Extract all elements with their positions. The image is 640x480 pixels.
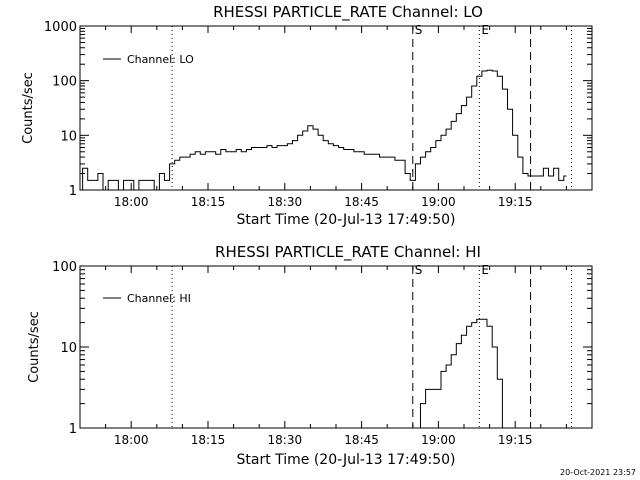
x-tick-group: 18:00 18:15 18:30 18:45 19:00 19:15 (79, 26, 567, 209)
footer-timestamp: 20-Oct-2021 23:57 (560, 468, 636, 477)
y-tick-label: 1000 (44, 20, 77, 35)
y-axis-label: Counts/sec (27, 311, 42, 383)
legend-label: Channel: LO (127, 53, 194, 66)
chart-title: RHESSI PARTICLE_RATE Channel: LO (213, 3, 483, 22)
x-tick-label: 19:00 (421, 433, 456, 447)
chart-panel-hi: RHESSI PARTICLE_RATE Channel: HI Counts/… (27, 243, 593, 468)
y-tick-group: 1 10 100 1000 (44, 20, 592, 199)
chart-panel-lo: RHESSI PARTICLE_RATE Channel: LO Counts/… (21, 3, 593, 228)
marker-label: E (481, 263, 489, 277)
series-line (80, 69, 567, 191)
y-tick-label: 100 (52, 260, 77, 275)
x-tick-label: 19:15 (498, 195, 533, 209)
marker-label: S (415, 263, 423, 277)
legend: Channel: HI (103, 292, 191, 305)
x-tick-label: 18:30 (268, 195, 303, 209)
x-axis-label: Start Time (20-Jul-13 17:49:50) (236, 212, 455, 228)
y-tick-label: 1 (69, 422, 77, 437)
legend: Channel: LO (103, 53, 194, 66)
plot-frame (79, 265, 593, 429)
plot-frame (79, 25, 593, 191)
x-tick-label: 18:30 (268, 433, 303, 447)
x-tick-label: 18:00 (114, 195, 149, 209)
marker-label: E (481, 23, 489, 37)
chart-title: RHESSI PARTICLE_RATE Channel: HI (215, 243, 481, 262)
x-tick-label: 18:45 (344, 195, 379, 209)
x-tick-group: 18:00 18:15 18:30 18:45 19:00 19:15 (79, 266, 567, 447)
y-tick-label: 10 (60, 129, 77, 144)
x-tick-label: 19:00 (421, 195, 456, 209)
y-tick-group: 1 10 100 (52, 260, 592, 437)
y-axis-label: Counts/sec (21, 72, 36, 144)
y-tick-label: 10 (60, 341, 77, 356)
series-group (417, 318, 505, 429)
x-tick-label: 18:15 (191, 433, 226, 447)
x-axis-label: Start Time (20-Jul-13 17:49:50) (236, 452, 455, 468)
x-tick-label: 18:00 (114, 433, 149, 447)
legend-label: Channel: HI (127, 292, 191, 305)
y-tick-label: 1 (69, 184, 77, 199)
x-tick-label: 18:45 (344, 433, 379, 447)
marker-label: S (415, 23, 423, 37)
y-tick-label: 100 (52, 75, 77, 90)
x-tick-label: 19:15 (498, 433, 533, 447)
series-group (80, 69, 567, 191)
series-line (417, 318, 505, 429)
x-tick-label: 18:15 (191, 195, 226, 209)
